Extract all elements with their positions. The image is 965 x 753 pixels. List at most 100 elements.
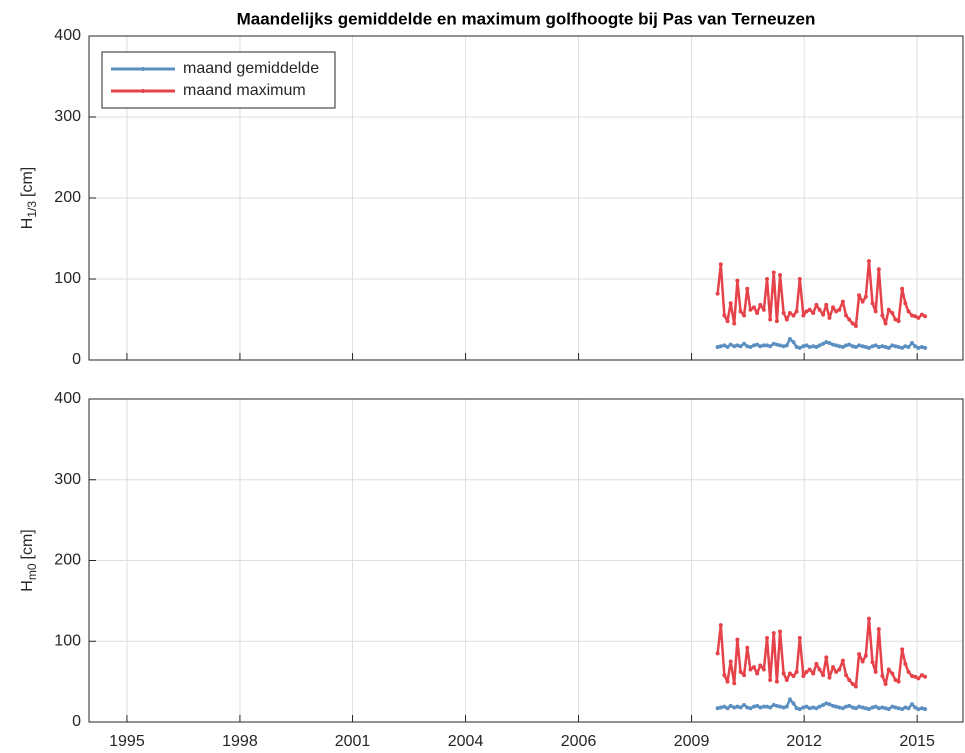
series-marker	[903, 705, 908, 710]
series-marker	[876, 267, 881, 272]
series-marker	[755, 342, 760, 347]
series-marker	[860, 344, 865, 349]
series-marker	[781, 311, 786, 316]
series-marker	[728, 301, 733, 306]
series-marker	[827, 315, 832, 320]
series-marker	[784, 317, 789, 322]
legend-marker	[141, 67, 145, 71]
series-marker	[886, 667, 891, 672]
series-marker	[919, 312, 924, 317]
series-marker	[831, 305, 836, 310]
series-marker	[774, 679, 779, 684]
series-marker	[791, 673, 796, 678]
series-marker	[844, 343, 849, 348]
series-marker	[794, 345, 799, 350]
y-tick-label: 0	[72, 351, 81, 368]
series-marker	[794, 706, 799, 711]
series-marker	[890, 704, 895, 709]
series-marker	[787, 311, 792, 316]
series-marker	[784, 704, 789, 709]
series-marker	[873, 704, 878, 709]
series-marker	[886, 307, 891, 312]
series-marker	[837, 705, 842, 710]
series-marker	[722, 343, 727, 348]
series-marker	[847, 678, 852, 683]
series-marker	[778, 704, 783, 709]
series-marker	[857, 293, 862, 298]
series-marker	[870, 705, 875, 710]
series-marker	[791, 340, 796, 345]
series-marker	[900, 647, 905, 652]
series-marker	[913, 674, 918, 679]
series-marker	[923, 314, 928, 319]
series-marker	[748, 307, 753, 312]
legend-label: maand maximum	[183, 82, 306, 99]
x-tick-label: 1998	[222, 733, 258, 750]
series-marker	[923, 674, 928, 679]
series-marker	[831, 342, 836, 347]
series-marker	[893, 705, 898, 710]
series-marker	[725, 706, 730, 711]
legend-label: maand gemiddelde	[183, 60, 319, 77]
series-marker	[910, 702, 915, 707]
series-marker	[916, 315, 921, 320]
series-marker	[883, 682, 888, 687]
axes-box	[88, 35, 964, 361]
series-marker	[725, 345, 730, 350]
y-tick-label: 0	[72, 713, 81, 730]
series-marker	[876, 345, 881, 350]
series-marker	[758, 663, 763, 668]
series-marker	[866, 345, 871, 350]
series-marker	[857, 343, 862, 348]
series-marker	[906, 706, 911, 711]
series-marker	[821, 703, 826, 708]
series-marker	[718, 344, 723, 349]
series-marker	[863, 345, 868, 350]
series-marker	[732, 321, 737, 326]
series-marker	[913, 344, 918, 349]
series-marker	[811, 311, 816, 316]
series-marker	[863, 294, 868, 299]
series-marker	[863, 653, 868, 658]
series-marker	[804, 704, 809, 709]
series-marker	[824, 340, 829, 345]
series-marker	[880, 705, 885, 710]
series-marker	[797, 345, 802, 350]
series-marker	[761, 307, 766, 312]
series-marker	[768, 317, 773, 322]
series-marker	[715, 651, 720, 656]
legend-marker	[141, 89, 145, 93]
series-marker	[811, 705, 816, 710]
series-marker	[821, 341, 826, 346]
series-marker	[923, 345, 928, 350]
series-marker	[847, 703, 852, 708]
series-marker	[718, 705, 723, 710]
series-marker	[824, 701, 829, 706]
series-marker	[834, 669, 839, 674]
series-marker	[745, 645, 750, 650]
series-marker	[787, 336, 792, 341]
series-marker	[913, 705, 918, 710]
y-label-sub: m0	[25, 563, 39, 580]
series-marker	[732, 344, 737, 349]
series-marker	[860, 659, 865, 664]
series-marker	[765, 277, 770, 281]
series-marker	[722, 673, 727, 678]
series-marker	[831, 703, 836, 708]
series-marker	[765, 704, 770, 709]
series-marker	[853, 706, 858, 711]
series-marker	[797, 277, 802, 281]
series-marker	[732, 681, 737, 686]
y-tick-label: 400	[54, 27, 81, 44]
series-marker	[732, 705, 737, 710]
series-marker	[896, 679, 901, 684]
y-label-unit: [cm]	[19, 167, 36, 197]
series-marker	[900, 707, 905, 712]
series-marker	[748, 706, 753, 711]
series-marker	[735, 637, 740, 642]
series-marker	[817, 667, 822, 672]
series-marker	[794, 669, 799, 674]
series-marker	[886, 707, 891, 712]
y-tick-label: 100	[54, 632, 81, 649]
